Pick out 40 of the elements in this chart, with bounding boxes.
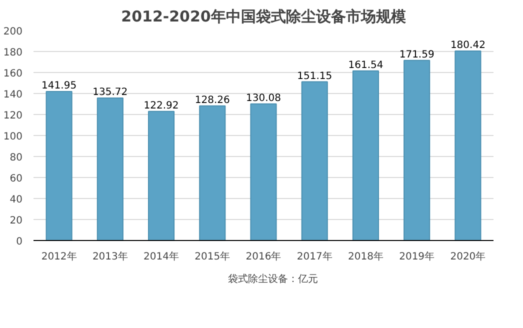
x-tick-label: 2016年 (246, 250, 282, 262)
data-label: 135.72 (92, 86, 128, 98)
bar (46, 90, 72, 240)
x-tick-label: 2013年 (92, 250, 128, 262)
y-tick-label: 0 (16, 236, 23, 248)
chart-title: 2012-2020年中国袋式除尘设备市场规模 (121, 8, 407, 26)
y-tick-label: 180 (3, 48, 23, 58)
bar (250, 103, 277, 240)
x-tick-label: 2014年 (144, 250, 180, 262)
bar (199, 105, 226, 240)
y-tick-label: 160 (3, 68, 23, 80)
text: 袋式除尘设备：亿元 (228, 272, 318, 286)
y-tick-label: 100 (3, 132, 23, 142)
bar (404, 60, 430, 240)
bar (96, 97, 124, 240)
y-tick-label: 120 (3, 110, 23, 122)
data-label: 122.92 (144, 100, 179, 112)
y-tick-label: 200 (3, 26, 23, 38)
data-label: 128.26 (194, 94, 230, 106)
data-label: 151.15 (297, 70, 332, 82)
y-tick-label: 40 (10, 194, 23, 206)
x-tick-label: 2019年 (399, 250, 435, 262)
x-tick-label: 2018年 (348, 250, 384, 262)
data-label: 130.08 (246, 92, 282, 104)
x-tick-label: 2017年 (296, 250, 332, 262)
bar (454, 50, 482, 240)
x-tick-label: 2012年 (41, 250, 77, 262)
x-tick-label: 2015年 (194, 250, 230, 262)
bar (352, 70, 379, 240)
data-label: 161.54 (348, 60, 384, 71)
y-tick-label: 60 (10, 174, 23, 184)
y-tick-label: 20 (10, 216, 23, 226)
bar (301, 81, 328, 240)
data-label: 180.42 (450, 40, 486, 52)
data-label: 141.95 (42, 80, 77, 92)
bar (148, 110, 175, 240)
data-label: 171.59 (399, 49, 434, 60)
y-tick-label: 80 (10, 152, 23, 164)
y-tick-label: 140 (3, 90, 23, 100)
x-tick-label: 2020年 (450, 250, 486, 262)
